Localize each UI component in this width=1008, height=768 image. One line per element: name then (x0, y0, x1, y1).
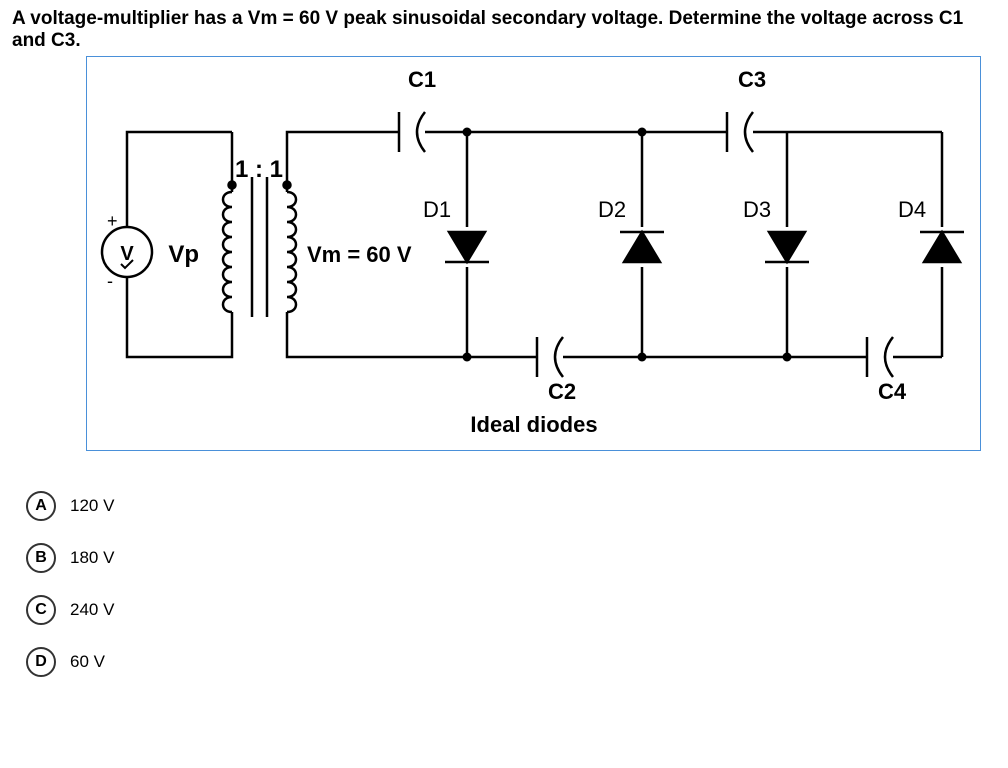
question-text: A voltage-multiplier has a Vm = 60 V pea… (0, 0, 1008, 56)
option-label: 180 V (70, 548, 114, 568)
label-c4: C4 (878, 379, 907, 404)
label-c3: C3 (738, 67, 766, 92)
option-letter: A (26, 491, 56, 521)
option-a[interactable]: A 120 V (26, 491, 1008, 521)
plus-sign: + (107, 211, 118, 231)
option-label: 120 V (70, 496, 114, 516)
label-d2: D2 (598, 197, 626, 222)
label-vm: Vm = 60 V (307, 242, 412, 267)
option-letter: B (26, 543, 56, 573)
label-d4: D4 (898, 197, 926, 222)
circuit-diagram: C1 C3 C2 C4 D1 D2 D3 D4 1 : 1 Vp Vm = 60… (86, 56, 981, 451)
minus-sign: - (107, 271, 113, 291)
label-c2: C2 (548, 379, 576, 404)
label-d3: D3 (743, 197, 771, 222)
label-ratio: 1 : 1 (235, 156, 283, 183)
label-c1: C1 (408, 67, 436, 92)
options-list: A 120 V B 180 V C 240 V D 60 V (0, 451, 1008, 677)
label-vp: Vp (168, 241, 199, 268)
option-b[interactable]: B 180 V (26, 543, 1008, 573)
option-letter: C (26, 595, 56, 625)
ideal-diodes-caption: Ideal diodes (470, 412, 597, 437)
label-d1: D1 (423, 197, 451, 222)
option-label: 60 V (70, 652, 105, 672)
option-c[interactable]: C 240 V (26, 595, 1008, 625)
option-d[interactable]: D 60 V (26, 647, 1008, 677)
option-label: 240 V (70, 600, 114, 620)
option-letter: D (26, 647, 56, 677)
